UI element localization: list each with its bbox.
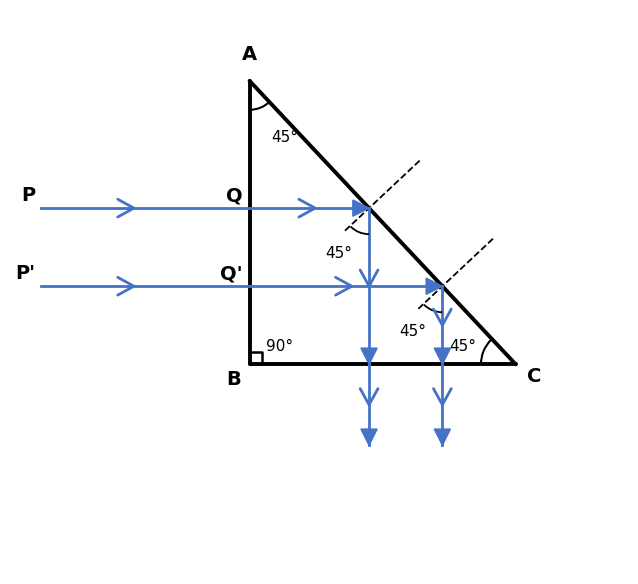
- Polygon shape: [353, 200, 369, 216]
- Polygon shape: [426, 278, 442, 294]
- Polygon shape: [361, 429, 377, 445]
- Text: P': P': [15, 265, 36, 283]
- Polygon shape: [361, 348, 377, 364]
- Polygon shape: [434, 348, 450, 364]
- Polygon shape: [434, 429, 450, 445]
- Text: C: C: [527, 367, 542, 386]
- Text: P: P: [22, 186, 36, 205]
- Text: Q: Q: [226, 186, 242, 205]
- Text: 45°: 45°: [325, 246, 353, 260]
- Text: 90°: 90°: [266, 339, 293, 354]
- Text: 45°: 45°: [399, 324, 426, 339]
- Text: 45°: 45°: [272, 130, 299, 145]
- Text: 45°: 45°: [449, 339, 476, 354]
- Text: A: A: [242, 44, 257, 64]
- Text: Q': Q': [220, 265, 242, 283]
- Text: B: B: [226, 370, 241, 389]
